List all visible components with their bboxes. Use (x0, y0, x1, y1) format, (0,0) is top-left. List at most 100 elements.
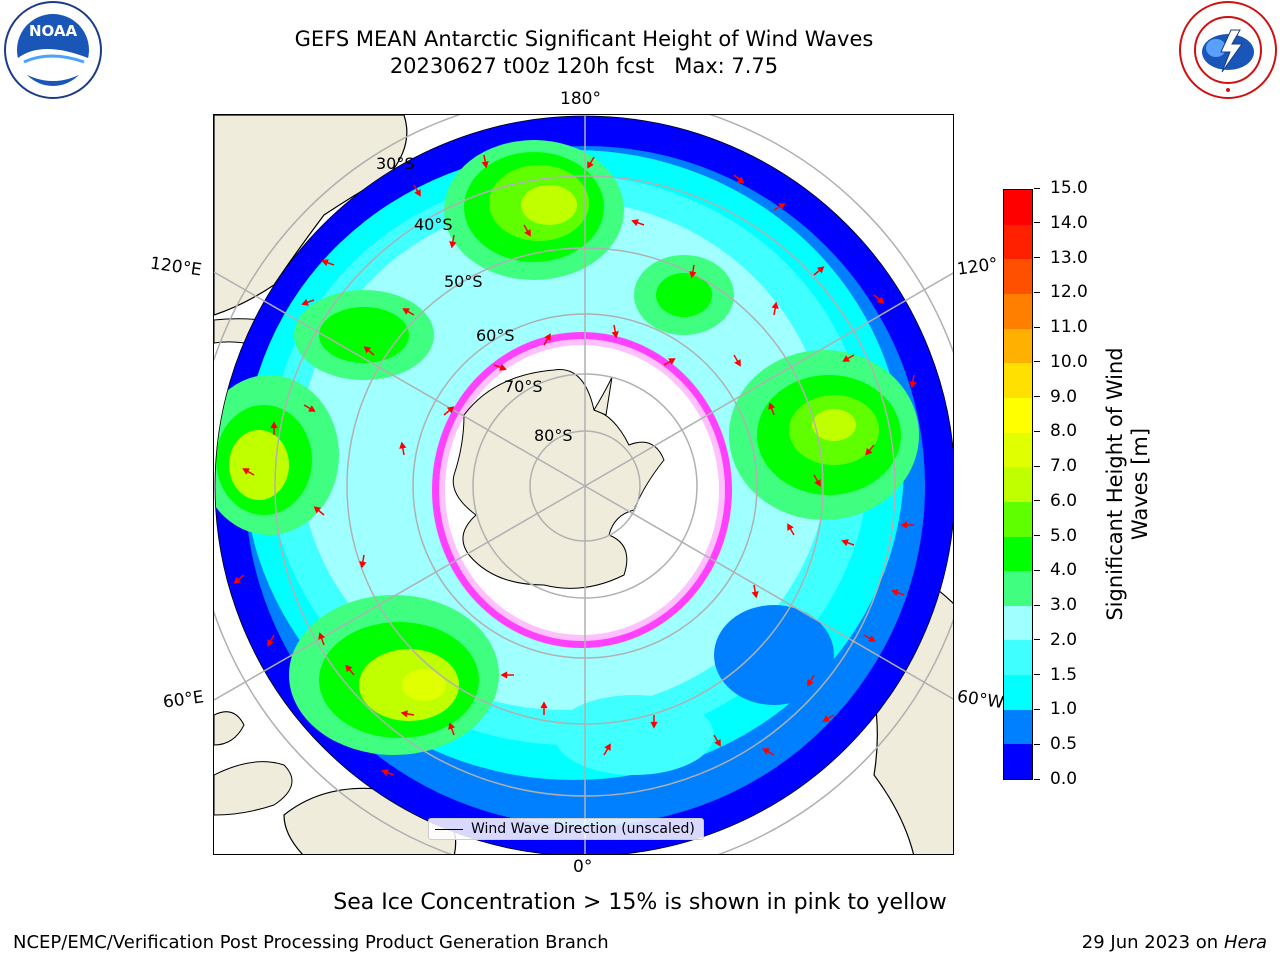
australia-land (214, 115, 408, 316)
lon-label-60w: 60°W (955, 686, 1006, 714)
wind-wave-arrowhead (381, 769, 389, 777)
colorbar-tick-label: 11.0 (1034, 317, 1088, 337)
colorbar-segment (1004, 501, 1032, 537)
wind-wave-arrowhead (540, 701, 548, 709)
colorbar-ticks: 0.0 0.5 1.0 1.5 2.0 3.0 4.0 5.0 6.0 7.0 8.0 9.0 10.0… (1034, 178, 1094, 789)
noaa-logo: NOAA (2, 0, 104, 100)
wind-wave-arrowhead (822, 715, 830, 722)
colorbar-tick-label: 1.5 (1034, 665, 1077, 685)
wind-wave-arrowhead (313, 506, 322, 514)
colorbar-segment (1004, 259, 1032, 295)
polar-map: 30°S 40°S 50°S 60°S 70°S 80°S (213, 114, 954, 855)
colorbar-segment (1004, 294, 1032, 329)
colorbar-tick-label: 10.0 (1034, 352, 1088, 372)
colorbar-tick-label: 9.0 (1034, 387, 1077, 407)
colorbar-tick-label: 3.0 (1034, 595, 1077, 615)
lat-label-30s: 30°S (376, 154, 415, 173)
chart-title: GEFS MEAN Antarctic Significant Height o… (294, 27, 874, 51)
lat-label-80s: 80°S (534, 426, 573, 445)
graticule (214, 115, 953, 854)
map-legend: Wind Wave Direction (unscaled) (428, 818, 704, 840)
colorbar-segment (1004, 571, 1032, 606)
lat-label-60s: 60°S (476, 326, 515, 345)
wind-wave-arrowhead (909, 381, 917, 389)
colorbar-tick-label: 1.0 (1034, 699, 1077, 719)
wind-wave-arrowhead (611, 331, 619, 339)
wind-wave-arrowhead (270, 421, 278, 429)
colorbar-tick-label: 2.0 (1034, 630, 1077, 650)
wind-wave-arrowhead (842, 355, 850, 362)
wind-wave-arrowhead (771, 301, 779, 309)
wind-wave-arrowhead (736, 176, 745, 184)
colorbar-segment (1004, 363, 1032, 398)
colorbar-segment (1004, 224, 1032, 260)
colorbar-tick-label: 0.5 (1034, 734, 1077, 754)
colorbar-tick-label: 12.0 (1034, 282, 1088, 302)
colorbar-segment (1004, 709, 1032, 745)
wind-wave-arrowhead (668, 358, 676, 365)
wind-wave-arrowhead (841, 539, 849, 547)
wind-wave-arrowhead (402, 308, 410, 315)
lat-label-50s: 50°S (444, 272, 483, 291)
lon-label-0: 0° (573, 857, 593, 877)
colorbar-segment (1004, 190, 1032, 225)
lat-label-70s: 70°S (504, 377, 543, 396)
lon-label-60e: 60°E (161, 687, 206, 713)
wind-wave-arrowhead (689, 271, 697, 279)
wind-wave-arrowhead (481, 161, 489, 169)
wind-wave-arrowhead (868, 635, 876, 642)
wind-wave-arrowhead (768, 402, 776, 410)
colorbar-tick-label: 8.0 (1034, 421, 1077, 441)
lon-label-180: 180° (560, 89, 601, 109)
wind-wave-arrowhead (308, 405, 316, 412)
wind-wave-arrowhead (363, 346, 372, 354)
wind-wave-arrowhead (448, 722, 456, 730)
chart-subtitle: 20230627 t00z 120h fcst Max: 7.75 (389, 54, 779, 78)
wind-wave-arrowhead (524, 229, 531, 237)
lat-label-40s: 40°S (414, 215, 453, 234)
noaa-logo-text: NOAA (29, 22, 78, 40)
wind-wave-arrowhead (865, 447, 873, 456)
footer-date: 29 Jun 2023 on Hera (1082, 932, 1267, 953)
wind-wave-arrowhead (399, 441, 407, 449)
wind-wave-arrowhead (301, 298, 309, 306)
colorbar-tick-label: 13.0 (1034, 248, 1088, 268)
colorbar-segment (1004, 744, 1032, 779)
wind-wave-arrowhead (318, 632, 326, 640)
colorbar (1003, 189, 1033, 780)
legend-line-sample (435, 828, 463, 830)
wind-wave-arrowhead (544, 333, 551, 341)
wind-wave-arrowhead (891, 589, 899, 597)
colorbar-tick-label: 6.0 (1034, 491, 1077, 511)
africa-land (214, 761, 293, 816)
wind-wave-arrowhead (814, 479, 821, 487)
colorbar-segment (1004, 397, 1032, 433)
colorbar-segment (1004, 328, 1032, 364)
wind-wave-arrowhead (714, 739, 721, 747)
wind-wave-arrowhead (631, 219, 639, 227)
wind-wave-arrowhead (500, 671, 508, 679)
wind-wave-arrowhead (900, 521, 908, 529)
wind-wave-arrowhead (400, 710, 408, 718)
wind-wave-arrowhead (807, 679, 814, 687)
wind-wave-arrowhead (816, 266, 825, 274)
wind-wave-arrowhead (587, 161, 594, 169)
wind-wave-arrowhead (778, 203, 786, 210)
wind-wave-arrowhead (734, 359, 741, 367)
wind-wave-arrowhead (414, 189, 421, 197)
wind-wave-arrowhead (267, 639, 274, 647)
wind-wave-arrowhead (762, 748, 770, 755)
wind-wave-arrowhead (787, 523, 794, 531)
colorbar-tick-label: 7.0 (1034, 456, 1077, 476)
sea-ice-note: Sea Ice Concentration > 15% is shown in … (333, 890, 947, 915)
wind-wave-arrowhead (449, 241, 457, 249)
colorbar-segment (1004, 640, 1032, 676)
wind-wave-arrowhead (345, 664, 353, 673)
wind-wave-arrowhead (604, 743, 611, 751)
wind-wave-arrows (233, 154, 917, 777)
wind-wave-arrowhead (650, 721, 658, 729)
wind-wave-arrowhead (876, 296, 885, 304)
nws-logo (1176, 0, 1280, 100)
wind-wave-arrowhead (359, 561, 367, 569)
colorbar-segment (1004, 675, 1032, 710)
